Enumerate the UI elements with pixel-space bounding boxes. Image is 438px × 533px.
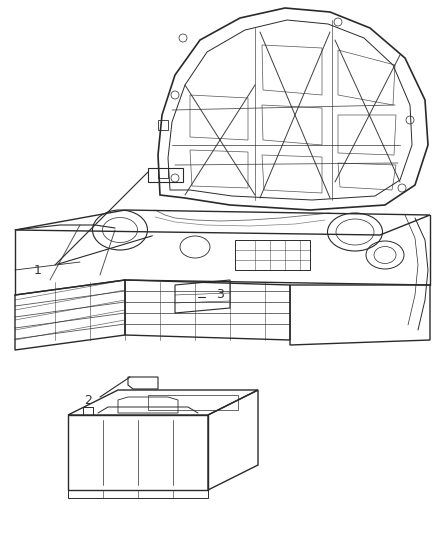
Text: 3: 3 xyxy=(216,288,224,302)
Text: 2: 2 xyxy=(84,393,92,407)
Text: 1: 1 xyxy=(34,263,42,277)
